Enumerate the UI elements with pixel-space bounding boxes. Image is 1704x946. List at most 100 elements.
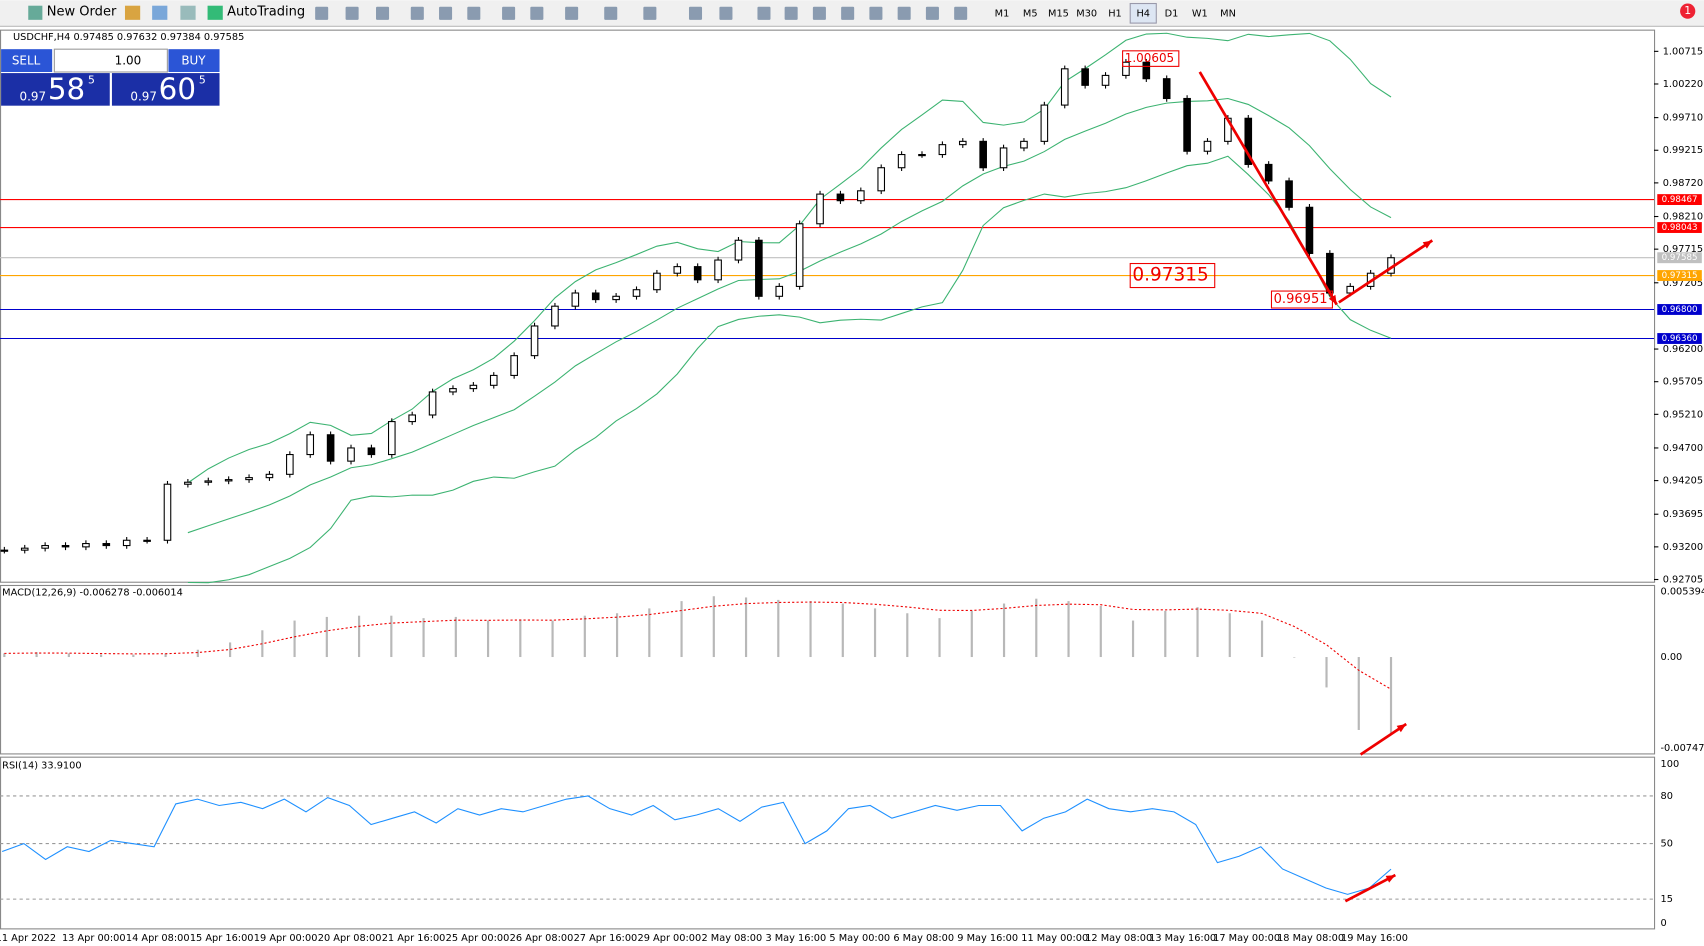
sell-label[interactable]: SELL (12, 54, 41, 68)
tool-icon[interactable] (869, 6, 883, 20)
macd-bar (1325, 657, 1328, 688)
bid-pips: 58 (48, 72, 85, 106)
trend-arrow (1344, 873, 1396, 903)
level-tag (1657, 194, 1702, 206)
ask-box[interactable] (111, 73, 220, 106)
rsi-header: RSI(14) 33.9100 (2, 760, 81, 771)
macd-bar (164, 653, 167, 658)
candle-body (1162, 78, 1171, 100)
candle-body (1244, 117, 1253, 165)
tool-icon[interactable] (897, 6, 911, 20)
price-label: 0.95705 (1663, 377, 1703, 388)
tool-icon[interactable] (502, 6, 516, 20)
timeframe-button[interactable]: H1 (1108, 8, 1122, 19)
macd-bar (1035, 598, 1038, 658)
candle-body (102, 543, 111, 547)
macd-chart: 0.005394 0.00 -0.007478 (3, 586, 1704, 756)
macd-bar (1131, 620, 1135, 658)
candle-body (326, 434, 335, 462)
timeframe-button[interactable]: M30 (1076, 8, 1097, 19)
macd-bar (1067, 601, 1070, 658)
timeframe-button[interactable]: MN (1220, 8, 1236, 19)
sell-button[interactable] (1, 49, 53, 72)
new-order-button[interactable]: New Order (47, 5, 117, 20)
price-label: 0.93200 (1663, 542, 1703, 553)
bid-box[interactable] (1, 73, 110, 106)
timeframe-button[interactable]: M15 (1048, 8, 1069, 19)
annotation: 1.00605 (1125, 51, 1174, 65)
candle-body (795, 223, 804, 287)
candle-body (1183, 97, 1191, 152)
tool-icon[interactable] (530, 6, 544, 20)
level-tag (1657, 333, 1702, 344)
candle-body (367, 447, 376, 456)
timeframe-button[interactable]: D1 (1165, 8, 1179, 19)
tool-icon[interactable] (410, 6, 424, 20)
macd-bar (261, 630, 264, 658)
rsi-chart: 100 80 50 15 0 (0, 759, 1679, 929)
macd-bar (325, 616, 328, 658)
lot-value[interactable]: 1.00 (115, 54, 142, 68)
tool-icon[interactable] (376, 6, 390, 20)
timeframe-button[interactable]: M1 (995, 8, 1010, 19)
rsi-axis-label: 100 (1661, 759, 1680, 770)
annotation: 0.97315 (1132, 265, 1208, 286)
lot-input[interactable] (53, 48, 168, 73)
buy-label[interactable]: BUY (181, 54, 206, 68)
candle-body (347, 447, 355, 462)
autotrading-button[interactable]: AutoTrading (227, 5, 305, 20)
candle-body (612, 295, 620, 301)
level-label: 0.97585 (1662, 253, 1698, 263)
tool-icon[interactable] (180, 5, 196, 20)
tool-icon[interactable] (439, 6, 453, 20)
tool-icon[interactable] (925, 6, 939, 20)
candle-body (1101, 74, 1110, 86)
tool-icon[interactable] (604, 6, 618, 20)
buy-button[interactable] (168, 49, 220, 72)
timeframe-button[interactable]: H4 (1136, 8, 1150, 19)
candle-body (775, 285, 784, 297)
tool-icon[interactable] (719, 6, 733, 20)
price-label: 0.93695 (1663, 509, 1703, 520)
tool-icon[interactable] (841, 6, 855, 20)
candle-body (693, 266, 702, 281)
tool-icon[interactable] (954, 6, 968, 20)
tool-icon[interactable] (345, 6, 359, 20)
candle-body (755, 239, 763, 297)
macd-bar (712, 596, 715, 658)
candle-body (653, 272, 661, 291)
macd-bar (422, 618, 425, 658)
timeframe-button[interactable]: M5 (1023, 8, 1038, 19)
candle-body (0, 549, 9, 552)
macd-bar (1260, 620, 1264, 658)
time-label: 2 May 08:00 (701, 933, 762, 944)
candle-body (265, 473, 274, 479)
macd-bar (1002, 603, 1006, 658)
macd-header: MACD(12,26,9) -0.006278 -0.006014 (2, 588, 183, 599)
arrow-head (1422, 240, 1433, 249)
tool-icon[interactable] (124, 5, 141, 20)
tool-icon[interactable] (812, 6, 826, 20)
tool-icon[interactable] (565, 6, 579, 20)
tool-icon[interactable] (315, 6, 329, 20)
level-tag (1657, 222, 1702, 233)
tool-icon[interactable] (467, 6, 481, 20)
timeframe-button[interactable]: W1 (1192, 8, 1208, 19)
tool-icon[interactable] (688, 6, 703, 20)
tool-icon[interactable] (757, 6, 771, 20)
autotrading-icon[interactable] (207, 5, 223, 20)
ask-big: 0.97 (130, 89, 157, 103)
tool-icon[interactable] (643, 6, 657, 20)
time-label: 12 May 08:00 (1085, 933, 1152, 944)
tool-icon[interactable] (784, 6, 798, 20)
candle-body (857, 190, 865, 202)
macd-axis-label: -0.007478 (1661, 743, 1704, 754)
candle-body (387, 421, 396, 456)
tool-icon[interactable] (152, 5, 168, 20)
candle-body (979, 140, 987, 169)
price-label: 0.97205 (1663, 278, 1703, 289)
arrow-head (1396, 724, 1407, 733)
price-label: 0.98210 (1663, 212, 1703, 223)
rsi-axis-label: 80 (1661, 791, 1673, 802)
new-order-icon[interactable] (28, 5, 43, 20)
